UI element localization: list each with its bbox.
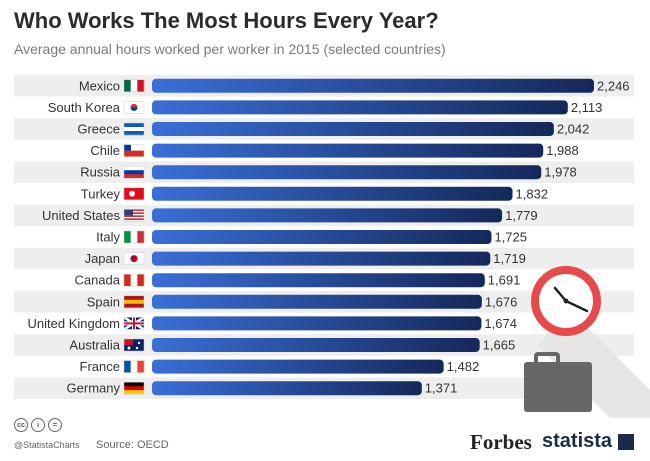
category-label: Italy — [96, 230, 120, 245]
category-label: Russia — [80, 165, 121, 180]
bar — [152, 122, 554, 136]
bar — [152, 338, 480, 352]
by-icon: i — [31, 418, 45, 432]
category-label: Germany — [67, 381, 121, 396]
clock-icon — [531, 266, 650, 418]
statista-handle[interactable]: @StatistaCharts — [14, 440, 80, 450]
flag-icon — [123, 101, 145, 114]
footer: cc i = @StatistaCharts Source: OECD Forb… — [14, 418, 634, 458]
bar — [152, 186, 513, 201]
bar — [152, 251, 491, 266]
bar-row: Russia 1,978 — [14, 161, 634, 183]
value-label: 1,676 — [485, 294, 518, 309]
category-label: Canada — [74, 273, 120, 288]
value-label: 1,832 — [516, 186, 549, 201]
flag-icon — [123, 79, 145, 93]
bar-row: United States 1,779 — [14, 204, 634, 227]
bar-row: Italy 1,725 — [96, 230, 527, 245]
value-label: 1,988 — [546, 143, 579, 158]
value-label: 1,482 — [447, 359, 480, 374]
bar — [152, 230, 492, 244]
category-label: Mexico — [79, 78, 120, 93]
category-label: United States — [42, 208, 121, 223]
bar-row: Turkey 1,832 — [81, 186, 548, 201]
bar — [152, 359, 444, 374]
bar — [152, 316, 482, 331]
bar — [152, 273, 485, 288]
category-label: Greece — [77, 122, 120, 137]
value-label: 2,042 — [557, 122, 590, 137]
bar-row: United Kingdom 1,674 — [28, 316, 517, 331]
flag-icon — [123, 381, 145, 395]
value-label: 1,371 — [425, 381, 458, 396]
category-label: Australia — [69, 338, 120, 353]
flag-icon — [123, 187, 145, 201]
chart-title: Who Works The Most Hours Every Year? — [14, 8, 439, 33]
source-note: Source: OECD — [96, 439, 169, 451]
value-label: 1,779 — [505, 208, 538, 223]
value-label: 1,691 — [488, 273, 521, 288]
cc-icon: cc — [14, 418, 28, 432]
clock-briefcase-illustration — [524, 266, 650, 418]
category-label: South Korea — [48, 100, 121, 115]
flag-icon — [123, 273, 145, 287]
flag-icon — [123, 122, 145, 136]
bar — [152, 381, 422, 396]
bar — [152, 165, 542, 180]
bar-row: Spain 1,676 — [14, 291, 634, 313]
bar — [152, 100, 568, 115]
bar-row: Chile 1,988 — [90, 143, 578, 158]
bar — [152, 294, 482, 309]
statista-logo[interactable]: statista — [542, 430, 613, 452]
category-label: Turkey — [81, 186, 121, 201]
flag-icon — [123, 252, 145, 265]
bar-row: Germany 1,371 — [14, 377, 634, 399]
value-label: 1,665 — [483, 338, 516, 353]
flag-icon — [123, 316, 145, 331]
category-label: United Kingdom — [28, 316, 121, 331]
value-label: 2,113 — [571, 100, 603, 115]
value-label: 1,674 — [484, 316, 517, 331]
statista-logo-mark — [618, 434, 634, 450]
nd-icon: = — [48, 418, 62, 432]
bar-row: Japan 1,719 — [14, 247, 634, 270]
bar-row: France 1,482 — [80, 359, 480, 374]
flag-icon — [123, 165, 145, 179]
flag-icon — [123, 338, 145, 352]
category-label: Japan — [85, 251, 120, 266]
bar — [152, 78, 594, 93]
value-label: 2,246 — [597, 78, 630, 93]
category-label: Chile — [90, 143, 120, 158]
flag-icon — [123, 209, 145, 222]
bar — [152, 143, 544, 158]
bar-row: Mexico 2,246 — [14, 75, 634, 97]
bar — [152, 208, 503, 223]
flag-icon — [123, 230, 145, 244]
briefcase-icon — [524, 352, 592, 412]
value-label: 1,725 — [494, 230, 527, 245]
chart-subtitle: Average annual hours worked per worker i… — [14, 41, 446, 57]
value-label: 1,978 — [544, 165, 577, 180]
forbes-logo[interactable]: Forbes — [470, 430, 532, 454]
flag-icon — [123, 295, 145, 309]
bar-row: South Korea 2,113 — [48, 100, 603, 115]
category-label: France — [80, 359, 120, 374]
bar-chart: Mexico 2,246 South Korea 2,113 Greece 2,042 Ch… — [14, 75, 634, 399]
flag-icon — [123, 360, 145, 373]
category-label: Spain — [87, 294, 120, 309]
bar-row: Australia 1,665 — [14, 334, 634, 356]
bar-row: Canada 1,691 — [74, 273, 520, 288]
value-label: 1,719 — [493, 251, 526, 266]
license-icons[interactable]: cc i = — [14, 418, 62, 432]
flag-icon — [123, 144, 145, 157]
bar-row: Greece 2,042 — [14, 118, 634, 140]
